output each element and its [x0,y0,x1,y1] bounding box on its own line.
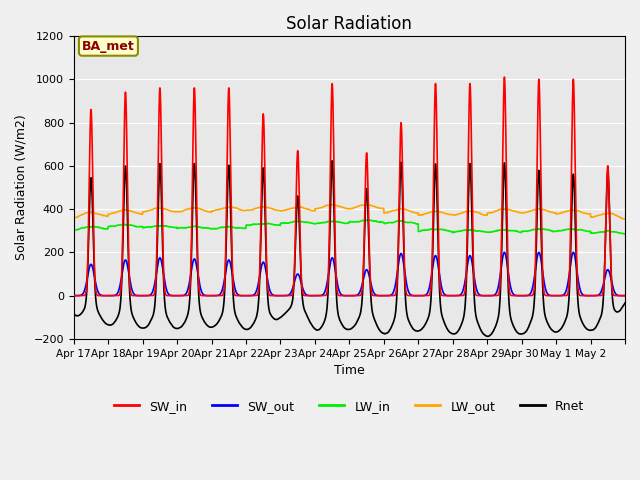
SW_in [184,292,192,298]
LW_out [621,216,629,222]
Line: Rnet: Rnet [74,161,625,336]
LW_out [184,206,192,212]
Text: BA_met: BA_met [82,39,135,53]
LW_in [365,217,373,223]
Line: LW_out: LW_out [74,204,625,219]
LW_out [70,215,77,221]
Rnet [542,316,550,322]
Rnet [501,162,509,168]
SW_in [500,74,508,80]
LW_in [528,227,536,233]
Line: SW_out: SW_out [74,252,625,296]
Legend: SW_in, SW_out, LW_in, LW_out, Rnet: SW_in, SW_out, LW_in, LW_out, Rnet [109,395,589,418]
SW_out [621,293,629,299]
SW_out [370,290,378,296]
SW_in [70,293,77,299]
LW_in [621,231,629,237]
LW_in [500,227,508,233]
LW_out [500,206,508,212]
SW_in [370,293,378,299]
LW_in [184,224,192,230]
Rnet [184,311,192,316]
SW_out [399,259,407,264]
LW_in [70,227,77,233]
Rnet [399,230,407,236]
Title: Solar Radiation: Solar Radiation [287,15,412,33]
LW_out [370,204,378,209]
Rnet [328,158,336,164]
SW_out [570,250,577,255]
SW_in [500,76,508,82]
SW_out [528,288,536,294]
Rnet [484,334,492,339]
SW_out [542,287,550,293]
SW_out [70,293,77,299]
LW_out [399,206,407,212]
LW_out [528,208,536,214]
Line: SW_in: SW_in [74,77,625,296]
Rnet [70,311,77,317]
SW_out [184,286,192,292]
LW_out [542,207,550,213]
LW_in [370,218,378,224]
LW_in [621,231,628,237]
Rnet [528,316,536,322]
Rnet [370,315,378,321]
SW_in [542,293,550,299]
LW_in [542,227,550,232]
SW_out [500,250,508,255]
SW_in [528,293,536,299]
LW_out [364,202,371,207]
LW_in [399,218,407,224]
Y-axis label: Solar Radiation (W/m2): Solar Radiation (W/m2) [15,115,28,260]
Rnet [621,300,629,306]
Line: LW_in: LW_in [74,220,625,234]
SW_in [399,213,407,218]
SW_in [621,293,629,299]
X-axis label: Time: Time [334,364,365,377]
